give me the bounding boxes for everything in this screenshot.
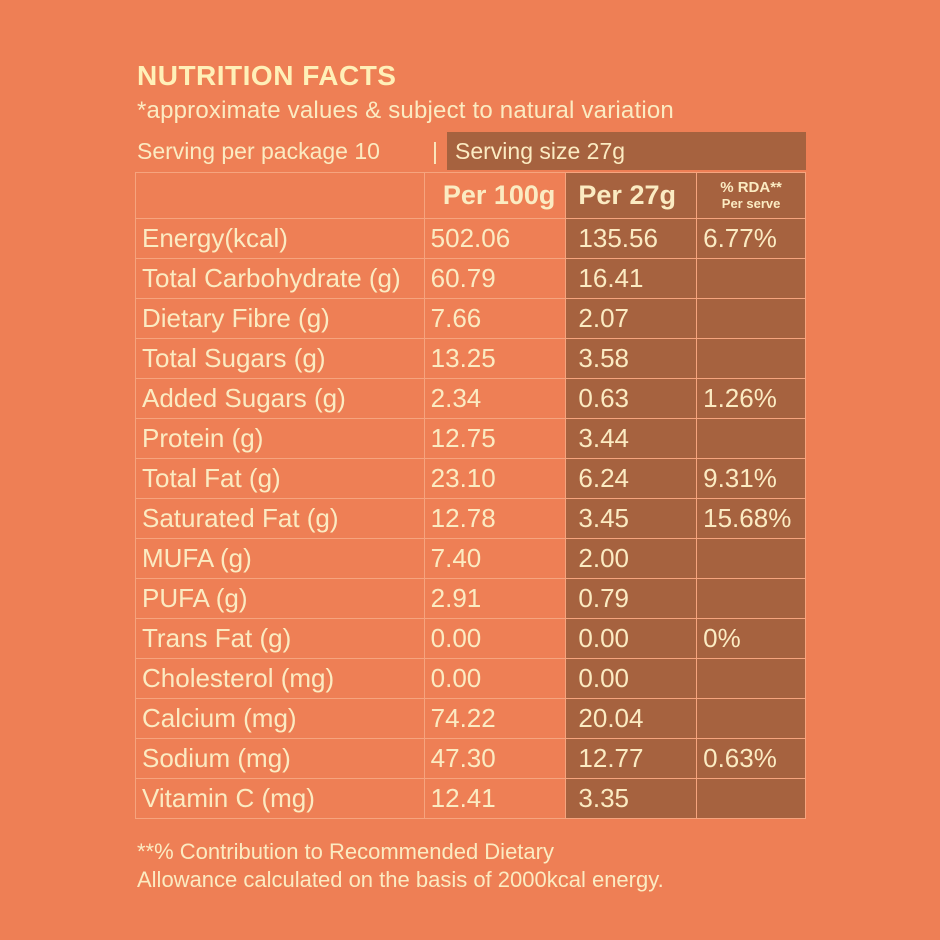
per-serve-value: 135.56 (565, 218, 698, 259)
per-100g-value: 12.78 (423, 498, 567, 539)
nutrient-name: Trans Fat (g) (135, 618, 425, 659)
nutrient-name: Protein (g) (135, 418, 425, 459)
table-row: Cholesterol (mg) 0.00 0.00 (135, 658, 806, 699)
nutrient-name: Total Fat (g) (135, 458, 425, 499)
rda-value: 9.31% (696, 458, 806, 499)
per-100g-value: 23.10 (423, 458, 567, 499)
per-serve-value: 3.35 (565, 778, 698, 819)
table-row: Saturated Fat (g) 12.78 3.45 15.68% (135, 498, 806, 539)
rda-value (696, 338, 806, 379)
rda-value (696, 578, 806, 619)
nutrient-name: Dietary Fibre (g) (135, 298, 425, 339)
table-row: Calcium (mg) 74.22 20.04 (135, 698, 806, 739)
rda-value: 1.26% (696, 378, 806, 419)
table-row: MUFA (g) 7.40 2.00 (135, 538, 806, 579)
header-per-serve: Per 27g (565, 172, 698, 219)
per-serve-value: 2.00 (565, 538, 698, 579)
header-rda: % RDA** Per serve (696, 172, 806, 219)
table-row: Total Sugars (g) 13.25 3.58 (135, 338, 806, 379)
separator: | (432, 138, 438, 164)
rda-value (696, 658, 806, 699)
per-serve-value: 3.58 (565, 338, 698, 379)
table-row: Trans Fat (g) 0.00 0.00 0% (135, 618, 806, 659)
nutrient-name: Saturated Fat (g) (135, 498, 425, 539)
rda-value (696, 778, 806, 819)
rda-value (696, 418, 806, 459)
servings-per-package: Serving per package 10 (137, 138, 380, 164)
page-title: NUTRITION FACTS (137, 60, 397, 91)
per-serve-value: 16.41 (565, 258, 698, 299)
rda-value (696, 258, 806, 299)
per-100g-value: 60.79 (423, 258, 567, 299)
per-100g-value: 2.91 (423, 578, 567, 619)
footnote-line: **% Contribution to Recommended Dietary (137, 839, 554, 864)
nutrient-name: Vitamin C (mg) (135, 778, 425, 819)
per-serve-value: 12.77 (565, 738, 698, 779)
nutrient-name: Sodium (mg) (135, 738, 425, 779)
footnote-line: Allowance calculated on the basis of 200… (137, 867, 664, 892)
nutrient-name: PUFA (g) (135, 578, 425, 619)
rda-label: % RDA** (720, 178, 782, 196)
per-100g-value: 2.34 (423, 378, 567, 419)
per-100g-value: 0.00 (423, 618, 567, 659)
per-100g-value: 12.41 (423, 778, 567, 819)
rda-value: 15.68% (696, 498, 806, 539)
table-header-row: Per 100g Per 27g % RDA** Per serve (135, 172, 806, 219)
per-100g-value: 74.22 (423, 698, 567, 739)
rda-value: 6.77% (696, 218, 806, 259)
rda-value (696, 698, 806, 739)
per-100g-value: 12.75 (423, 418, 567, 459)
per-100g-value: 13.25 (423, 338, 567, 379)
per-serve-value: 0.00 (565, 618, 698, 659)
nutrition-table: Per 100g Per 27g % RDA** Per serve Energy… (135, 172, 806, 819)
nutrient-name: MUFA (g) (135, 538, 425, 579)
per-serve-value: 3.45 (565, 498, 698, 539)
per-100g-value: 7.66 (423, 298, 567, 339)
table-row: Dietary Fibre (g) 7.66 2.07 (135, 298, 806, 339)
per-serve-value: 2.07 (565, 298, 698, 339)
table-row: Vitamin C (mg) 12.41 3.35 (135, 778, 806, 819)
per-serve-value: 6.24 (565, 458, 698, 499)
header-blank (135, 172, 425, 219)
nutrient-name: Added Sugars (g) (135, 378, 425, 419)
table-row: Added Sugars (g) 2.34 0.63 1.26% (135, 378, 806, 419)
header-per-100g: Per 100g (423, 172, 567, 219)
per-100g-value: 0.00 (423, 658, 567, 699)
per-serve-value: 0.79 (565, 578, 698, 619)
table-row: Total Fat (g) 23.10 6.24 9.31% (135, 458, 806, 499)
table-row: Total Carbohydrate (g) 60.79 16.41 (135, 258, 806, 299)
serving-size: Serving size 27g (447, 132, 806, 170)
per-serve-value: 0.63 (565, 378, 698, 419)
rda-sublabel: Per serve (721, 195, 781, 211)
nutrient-name: Energy(kcal) (135, 218, 425, 259)
per-100g-value: 502.06 (423, 218, 567, 259)
nutrient-name: Cholesterol (mg) (135, 658, 425, 699)
nutrient-name: Total Carbohydrate (g) (135, 258, 425, 299)
approximate-note: *approximate values & subject to natural… (137, 97, 674, 124)
table-row: Protein (g) 12.75 3.44 (135, 418, 806, 459)
nutrient-name: Calcium (mg) (135, 698, 425, 739)
rda-value (696, 298, 806, 339)
per-100g-value: 7.40 (423, 538, 567, 579)
rda-value: 0% (696, 618, 806, 659)
nutrient-name: Total Sugars (g) (135, 338, 425, 379)
table-row: Sodium (mg) 47.30 12.77 0.63% (135, 738, 806, 779)
table-row: Energy(kcal) 502.06 135.56 6.77% (135, 218, 806, 259)
rda-value: 0.63% (696, 738, 806, 779)
table-row: PUFA (g) 2.91 0.79 (135, 578, 806, 619)
serving-info: Serving per package 10 | Serving size 27… (137, 132, 806, 170)
per-serve-value: 0.00 (565, 658, 698, 699)
per-serve-value: 20.04 (565, 698, 698, 739)
per-serve-value: 3.44 (565, 418, 698, 459)
footnote: **% Contribution to Recommended Dietary … (137, 838, 664, 894)
per-100g-value: 47.30 (423, 738, 567, 779)
rda-value (696, 538, 806, 579)
